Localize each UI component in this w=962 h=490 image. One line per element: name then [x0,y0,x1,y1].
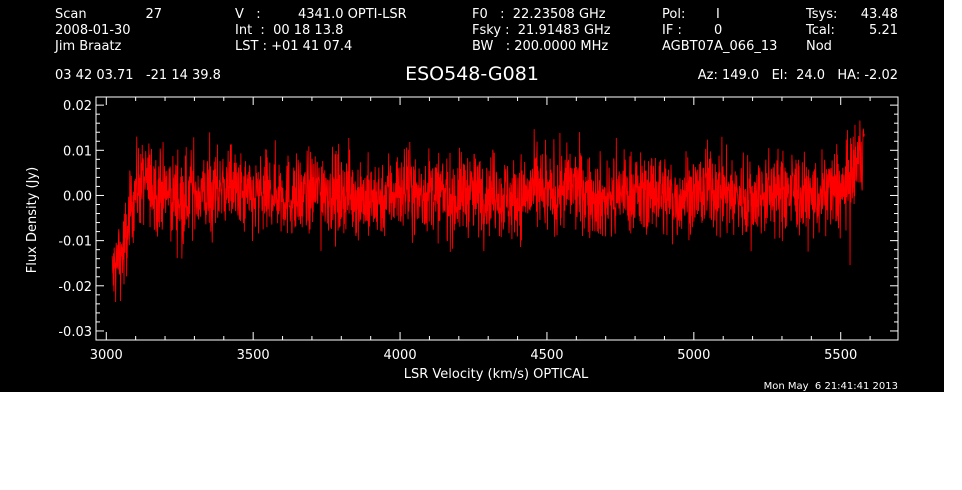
source-name: ESO548-G081 [405,63,539,85]
spectrum-trace [111,120,865,302]
y-axis-label: Flux Density (Jy) [25,167,40,273]
y-tick-label: 0.00 [63,189,92,204]
plot-frame [95,96,899,341]
y-tick-label: 0.01 [63,144,92,159]
x-tick-label: 3500 [237,348,270,363]
polarization-value: I [716,7,720,22]
integration-time: Int : 00 18 13.8 [235,23,343,38]
x-tick-label: 4500 [530,348,563,363]
bandwidth: BW : 200.0000 MHz [472,39,608,54]
switching-mode: Nod [806,39,832,54]
x-tick-label: 4000 [384,348,417,363]
y-tick-label: -0.01 [58,235,92,250]
y-tick-label: -0.02 [58,280,92,295]
pointing-info: Az: 149.0 El: 24.0 HA: -2.02 [698,68,898,83]
tcal-value: 5.21 [869,23,898,38]
observer-name: Jim Braatz [54,39,122,54]
plot-timestamp: Mon May 6 21:41:41 2013 [764,381,898,392]
if-value: 0 [714,23,722,38]
tsys-label: Tsys: [805,7,837,22]
sky-frequency: Fsky : 21.91483 GHz [472,23,611,38]
y-tick-label: -0.03 [58,325,92,340]
observation-date: 2008-01-30 [55,23,131,38]
project-id: AGBT07A_066_13 [662,39,777,54]
x-axis-label: LSR Velocity (km/s) OPTICAL [404,367,589,382]
plot-window: Scan 27 2008-01-30 Jim Braatz V : 4341.0… [0,0,944,392]
source-coordinates: 03 42 03.71 -21 14 39.8 [55,68,221,83]
scan-label: Scan [55,7,87,22]
polarization-label: Pol: [662,7,685,22]
spectrum-chart: Scan 27 2008-01-30 Jim Braatz V : 4341.0… [25,7,899,392]
scan-number: 27 [145,7,162,22]
velocity-label: V : [235,7,261,22]
y-tick-label: 0.02 [63,99,92,114]
plot-axes: 3000 3500 4000 4500 5000 5500 -0.03 -0.02 -0.01 0… [58,96,899,363]
tsys-value: 43.48 [861,7,898,22]
velocity-value: 4341.0 OPTI-LSR [298,7,407,22]
tcal-label: Tcal: [805,23,835,38]
rest-frequency: F0 : 22.23508 GHz [472,7,606,22]
series-line [111,120,865,302]
x-tick-label: 5000 [677,348,710,363]
if-label: IF : [662,23,682,38]
x-tick-label: 3000 [90,348,123,363]
lst: LST : +01 41 07.4 [235,39,352,54]
x-tick-label: 5500 [824,348,857,363]
